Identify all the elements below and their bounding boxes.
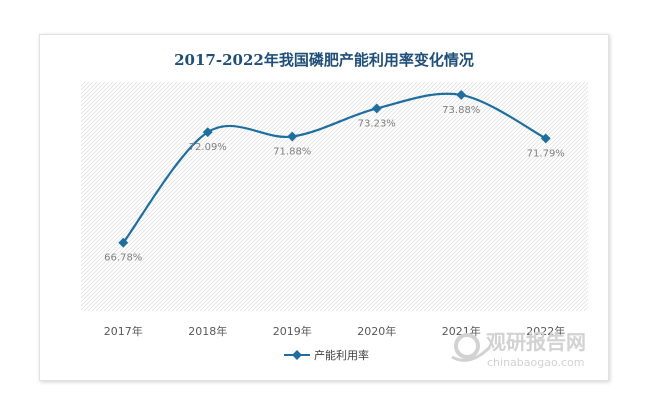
data-label: 73.88% — [442, 105, 480, 116]
data-label: 72.09% — [189, 142, 227, 153]
x-tick-label: 2022年 — [526, 324, 565, 338]
series-markers — [118, 89, 551, 248]
data-label: 73.23% — [358, 118, 396, 129]
watermark-text-en: chinabaogao.com — [487, 356, 585, 369]
x-tick-label: 2020年 — [357, 324, 396, 338]
line-chart: 2017-2022年我国磷肥产能利用率变化情况 2017年 2018年 2019年 2… — [81, 51, 588, 369]
watermark-text-cn: 观研报告网 — [486, 330, 586, 354]
data-point-marker — [118, 237, 129, 248]
x-axis-tick-labels: 2017年 2018年 2019年 2020年 2021年 2022年 — [104, 324, 566, 338]
data-label: 71.88% — [273, 147, 311, 158]
legend: 产能利用率 — [284, 348, 369, 362]
x-tick-label: 2018年 — [188, 324, 227, 338]
chart-frame: 2017-2022年我国磷肥产能利用率变化情况 2017年 2018年 2019年 2… — [39, 34, 609, 381]
series-line-capacity-utilization — [122, 92, 547, 244]
legend-diamond-marker — [292, 350, 302, 360]
plot-area — [81, 82, 588, 311]
x-tick-label: 2019年 — [273, 324, 312, 338]
x-tick-label: 2017年 — [104, 324, 143, 338]
data-labels: 66.78% 72.09% 71.88% 73.23% 73.88% 71.79% — [104, 105, 565, 264]
data-label: 66.78% — [104, 253, 142, 264]
data-point-marker — [202, 127, 213, 138]
legend-entry-label: 产能利用率 — [314, 348, 369, 362]
watermark: 观研报告网 chinabaogao.com — [451, 330, 586, 369]
chart-title: 2017-2022年我国磷肥产能利用率变化情况 — [174, 51, 474, 69]
data-point-marker — [540, 133, 551, 144]
data-label: 71.79% — [527, 148, 565, 159]
magnifier-logo-icon — [451, 333, 492, 362]
